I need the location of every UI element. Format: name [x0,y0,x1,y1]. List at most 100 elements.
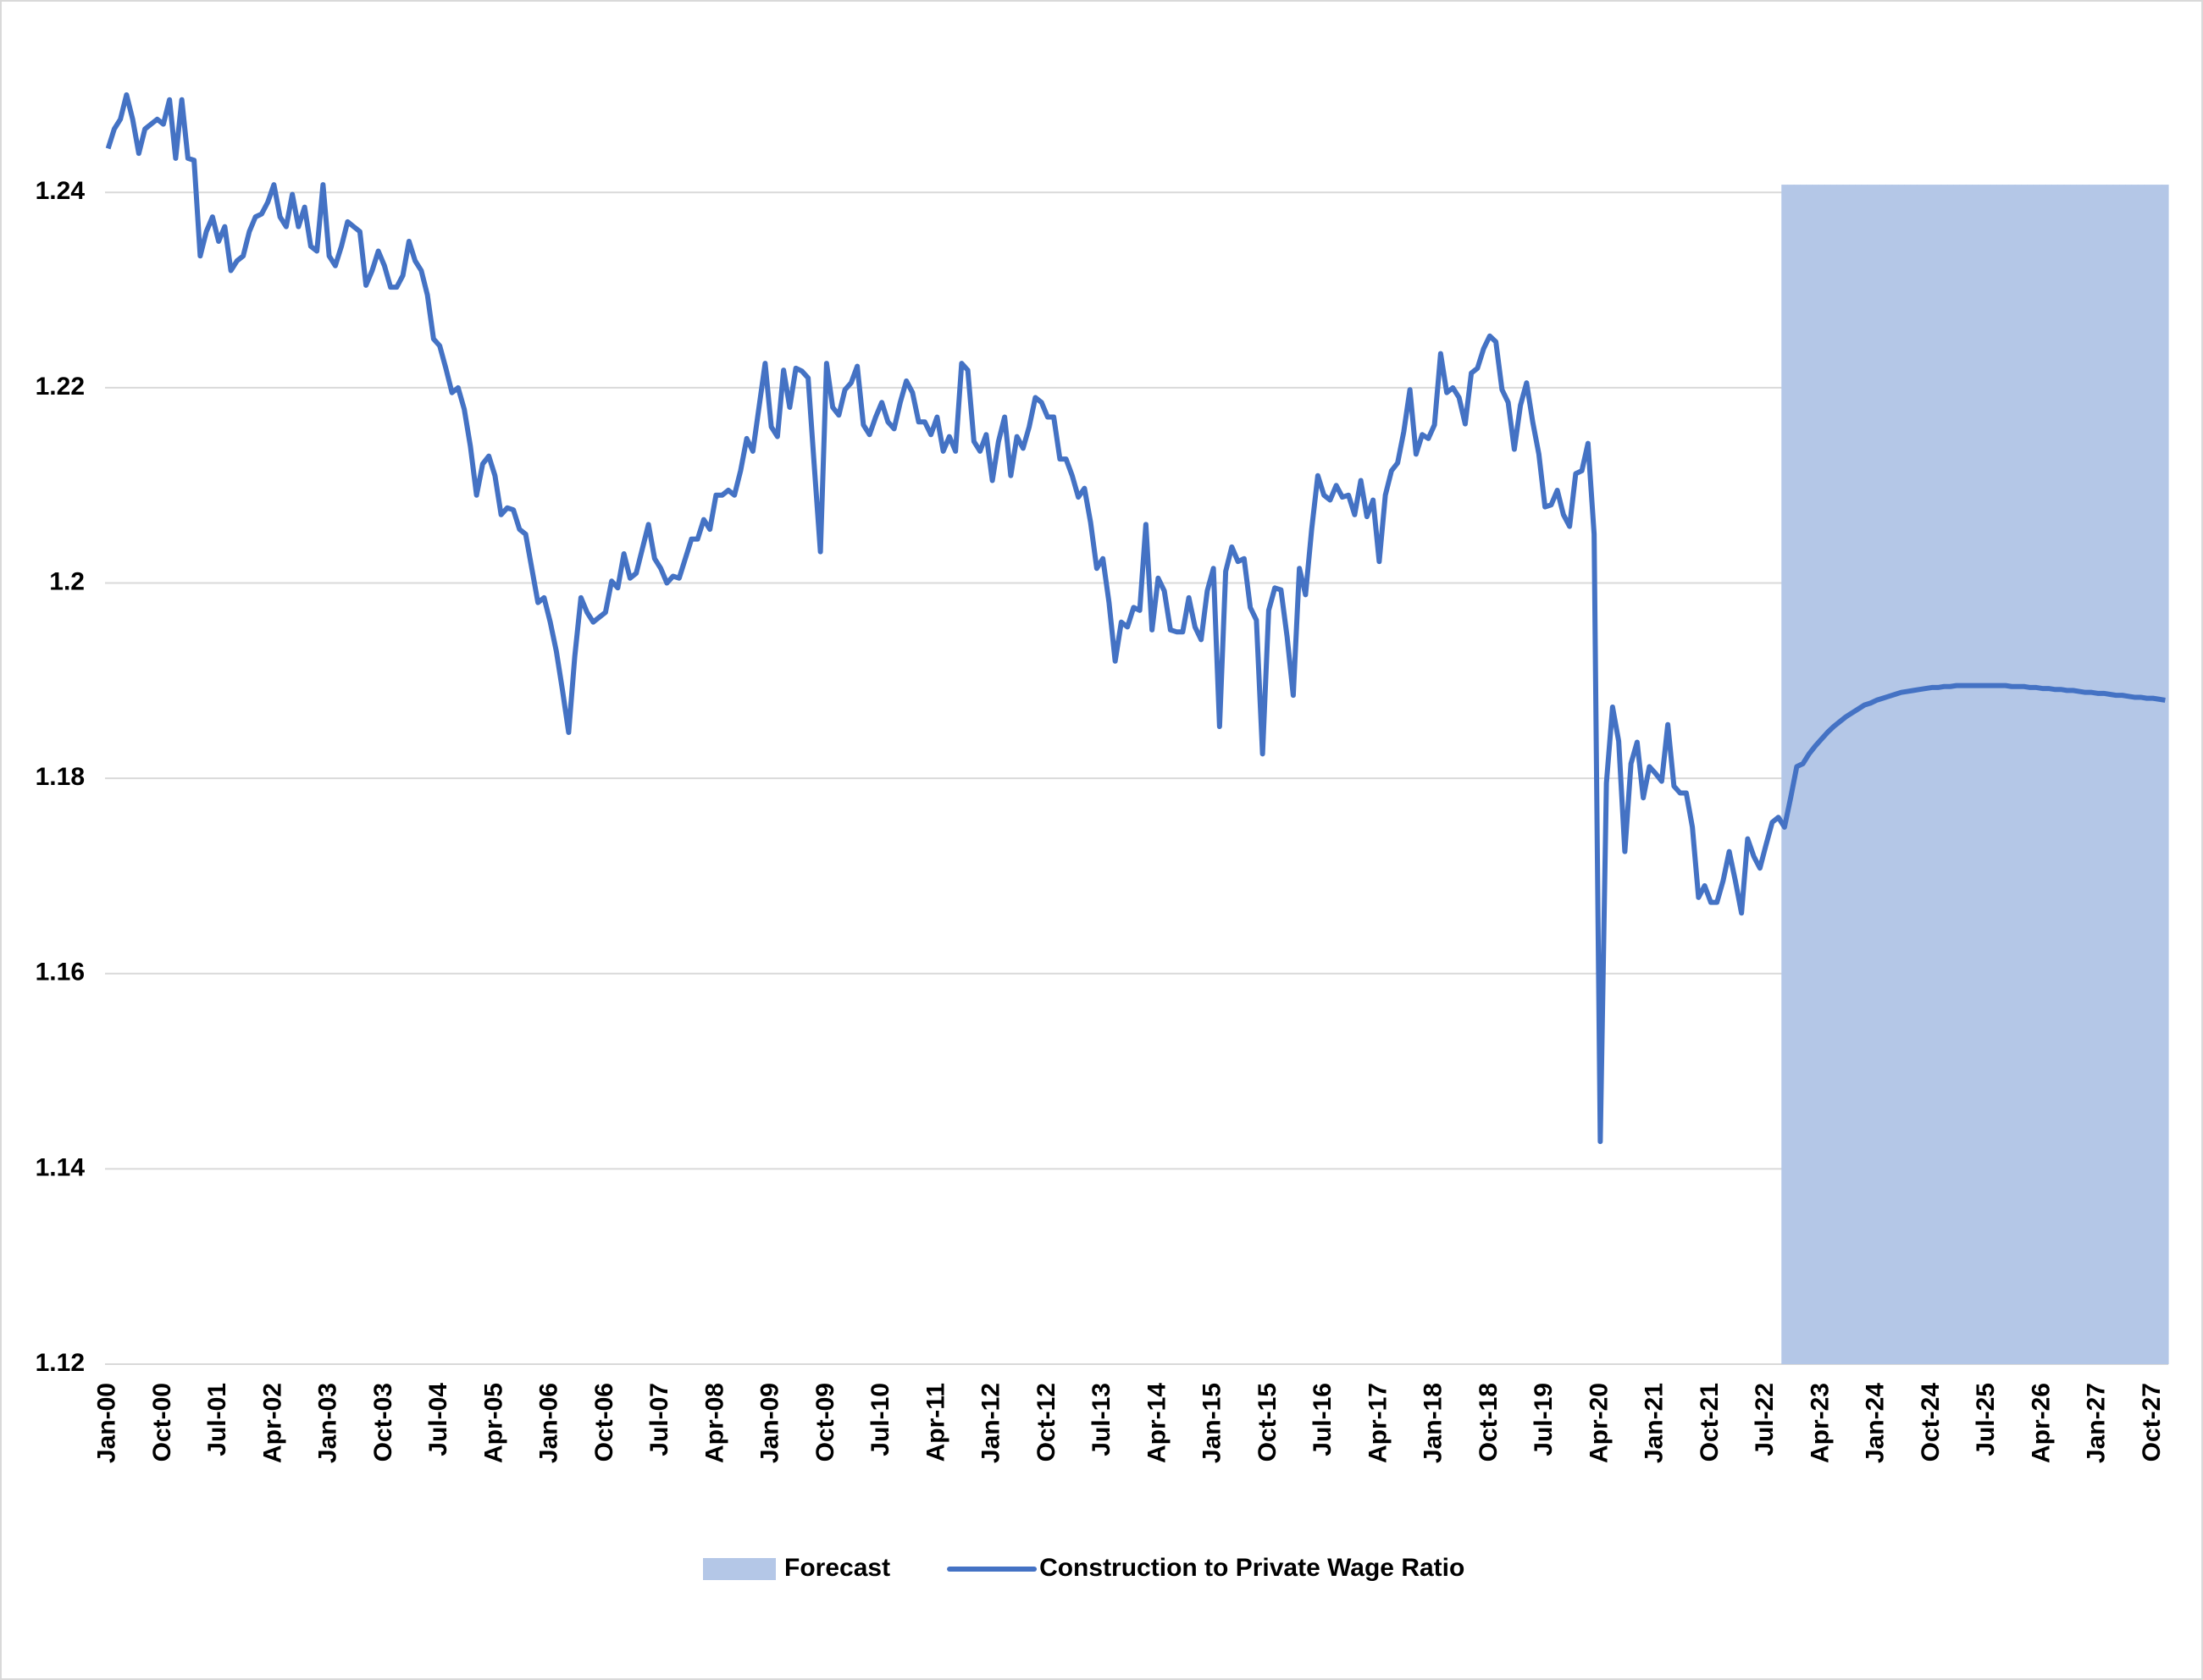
forecast-bar [2063,185,2071,1364]
legend-label: Construction to Private Wage Ratio [1039,1554,1464,1582]
forecast-bar [1891,185,1899,1364]
forecast-bar [2144,185,2150,1364]
forecast-bar [1904,185,1912,1364]
x-tick-label: Jul-10 [866,1383,894,1456]
forecast-bar [1849,185,1856,1364]
x-tick-label: Jul-22 [1751,1383,1779,1456]
forecast-bar [1867,185,1874,1364]
forecast-bar [2014,185,2022,1364]
x-tick-label: Jul-07 [645,1383,673,1456]
x-tick-label: Oct-24 [1917,1383,1945,1462]
x-tick-label: Jan-18 [1420,1383,1447,1463]
forecast-bar [1990,185,1997,1364]
forecast-bar [1879,185,1887,1364]
forecast-bar [2070,185,2077,1364]
forecast-bar [1836,185,1844,1364]
forecast-bar [1830,185,1838,1364]
forecast-bar [1947,185,1954,1364]
x-tick-label: Oct-06 [590,1383,618,1462]
y-tick-label: 1.24 [36,177,86,205]
forecast-bar [2088,185,2095,1364]
legend-label: Forecast [784,1554,890,1582]
x-tick-label: Jul-04 [424,1383,452,1456]
forecast-bar [2057,185,2065,1364]
forecast-bar [2008,185,2016,1364]
y-tick-label: 1.14 [36,1153,86,1181]
forecast-bar [2101,185,2108,1364]
forecast-bar [1855,185,1863,1364]
forecast-bar [1929,185,1936,1364]
forecast-bar [1984,185,1991,1364]
labels: 1.12 1.14 1.16 1.18 1.2 1.22 1.24 Jan-00 Oct-00 J… [36,177,2166,1582]
forecast-bar [2106,185,2114,1364]
forecast-bar [1781,185,1789,1364]
forecast-bar [2021,185,2028,1364]
x-tick-label: Jan-06 [535,1383,563,1463]
x-tick-label: Jan-12 [977,1383,1005,1463]
forecast-bar [2002,185,2010,1364]
forecast-bar [2161,185,2169,1364]
x-tick-label: Jul-16 [1309,1383,1337,1456]
forecast-bar [1806,185,1813,1364]
forecast-bar [2131,185,2139,1364]
forecast-bar [2076,185,2084,1364]
x-tick-label: Oct-21 [1696,1383,1724,1462]
x-tick-label: Apr-26 [2027,1383,2055,1463]
forecast-bar [1824,185,1831,1364]
y-tick-label: 1.2 [49,567,85,595]
forecast-bar [2045,185,2052,1364]
y-tick-label: 1.22 [36,373,85,401]
forecast-bar [1898,185,1905,1364]
x-tick-label: Oct-12 [1032,1383,1060,1462]
x-tick-label: Apr-11 [922,1383,949,1462]
x-tick-label: Apr-17 [1364,1383,1392,1463]
forecast-bar [1959,185,1967,1364]
y-tick-label: 1.12 [36,1349,85,1377]
forecast-bar [1972,185,1979,1364]
x-tick-label: Jan-27 [2083,1383,2111,1463]
forecast-bar [1885,185,1893,1364]
x-tick-label: Jan-21 [1641,1383,1669,1463]
forecast-bar [1842,185,1850,1364]
x-tick-label: Oct-15 [1254,1383,1281,1462]
forecast-bar [2027,185,2034,1364]
forecast-bar [1874,185,1880,1364]
y-tick-label: 1.16 [36,959,85,986]
forecast-bar [2150,185,2157,1364]
forecast-bar [2095,185,2101,1364]
forecast-bar [2137,185,2145,1364]
x-tick-label: Oct-18 [1475,1383,1503,1462]
forecast-bar [1818,185,1825,1364]
plot-area [105,92,2169,1364]
x-tick-label: Apr-14 [1143,1383,1171,1463]
x-tick-label: Oct-09 [811,1383,839,1462]
forecast-bar [1923,185,1929,1364]
x-tick-label: Jan-15 [1198,1383,1226,1463]
forecast-bar [2125,185,2133,1364]
forecast-bar [1800,185,1807,1364]
x-tick-label: Oct-03 [369,1383,397,1462]
forecast-bar [1965,185,1973,1364]
x-tick-label: Apr-23 [1806,1383,1834,1463]
forecast-bar [1996,185,2003,1364]
x-tick-label: Jan-24 [1862,1383,1890,1463]
x-tick-label: Jul-25 [1972,1383,2000,1456]
forecast-bar [1861,185,1868,1364]
forecast-bar [1935,185,1942,1364]
series-line [105,92,2166,1145]
forecast-bar [2039,185,2046,1364]
x-tick-label: Jan-09 [756,1383,784,1463]
x-tick-label: Jan-03 [314,1383,342,1463]
forecast-bar [1978,185,1985,1364]
x-tick-label: Apr-20 [1585,1383,1613,1463]
x-tick-label: Oct-27 [2138,1383,2166,1462]
forecast-bar [2082,185,2090,1364]
forecast-bar [1812,185,1819,1364]
forecast-bar [2051,185,2059,1364]
x-tick-label: Jul-01 [203,1383,231,1456]
y-tick-label: 1.18 [36,763,85,791]
x-tick-label: Jan-00 [93,1383,121,1463]
legend-swatch [703,1558,776,1580]
forecast-bar [1940,185,1948,1364]
